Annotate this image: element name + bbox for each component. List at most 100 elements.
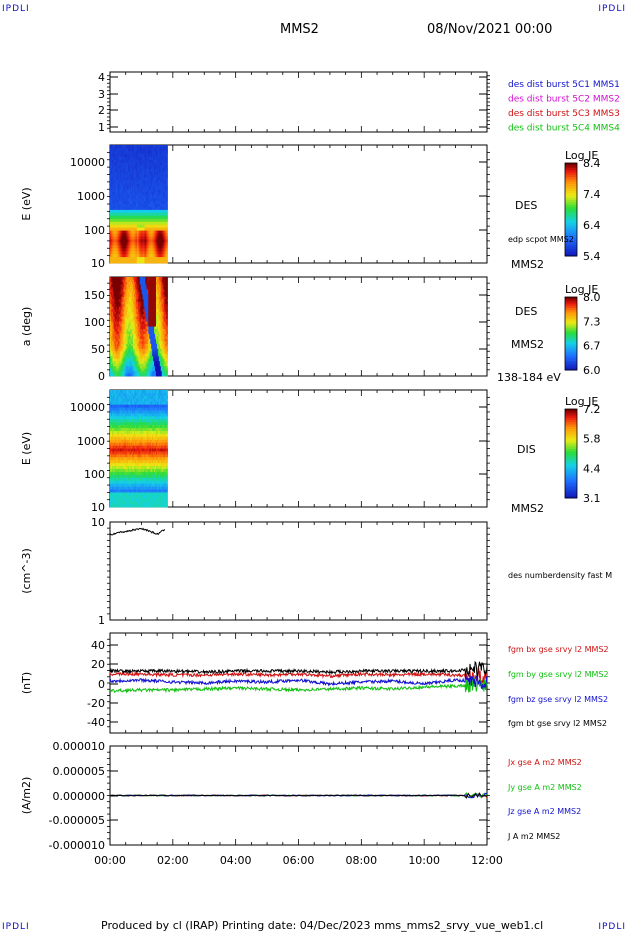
heatmap-cell (141, 195, 143, 199)
heatmap-cell (123, 251, 125, 255)
heatmap-cell (155, 153, 158, 158)
heatmap-cell (150, 348, 152, 352)
heatmap-cell (123, 373, 125, 377)
heatmap-cell (149, 177, 151, 181)
heatmap-cell (160, 224, 163, 228)
heatmap-cell (110, 212, 113, 217)
heatmap-cell (135, 294, 138, 298)
heatmap-cell (155, 358, 157, 362)
heatmap-cell (144, 314, 146, 318)
heatmap-cell (112, 201, 115, 205)
heatmap-cell (138, 224, 141, 228)
heatmap-cell (118, 212, 120, 217)
heatmap-cell (122, 348, 124, 352)
heatmap-cell (166, 162, 168, 167)
heatmap-cell (117, 209, 120, 214)
heatmap-cell (149, 311, 151, 315)
heatmap-cell (154, 145, 156, 149)
heatmap-cell (110, 336, 112, 340)
heatmap-cell (110, 165, 112, 169)
heatmap-cell (149, 206, 151, 211)
heatmap-cell (126, 289, 128, 293)
heatmap-cell (110, 299, 112, 303)
heatmap-cell (112, 165, 115, 169)
heatmap-cell (149, 236, 151, 240)
heatmap-cell (152, 331, 154, 335)
heatmap-cell (150, 227, 152, 231)
heatmap-cell (116, 215, 119, 220)
heatmap-cell (146, 341, 148, 345)
heatmap-cell (152, 201, 154, 205)
heatmap-cell (117, 251, 120, 255)
heatmap-cell (125, 195, 127, 199)
heatmap-cell (124, 363, 126, 367)
heatmap-cell (140, 356, 143, 360)
heatmap-cell (110, 286, 113, 290)
heatmap-cell (112, 281, 115, 285)
heatmap-cell (141, 174, 143, 178)
heatmap-cell (125, 289, 127, 293)
heatmap-cell (129, 145, 131, 149)
heatmap-cell (141, 189, 143, 193)
heatmap-cell (143, 296, 145, 300)
heatmap-cell (141, 165, 143, 169)
heatmap-cell (120, 314, 122, 318)
heatmap-cell (130, 174, 132, 178)
heatmap-cell (110, 279, 113, 283)
heatmap-cell (119, 171, 121, 175)
heatmap-cell (124, 326, 126, 330)
heatmap-cell (130, 373, 132, 377)
heatmap-cell (124, 304, 126, 308)
heatmap-cell (134, 198, 137, 202)
heatmap-cell (110, 180, 112, 184)
heatmap-cell (139, 368, 142, 372)
heatmap-cell (115, 254, 118, 258)
heatmap-cell (111, 277, 114, 280)
y-tick-label-p4: 100 (84, 468, 105, 481)
heatmap-cell (147, 257, 149, 261)
heatmap-cell (110, 319, 112, 322)
heatmap-cell (162, 215, 165, 220)
heatmap-cell (120, 206, 122, 211)
heatmap-cell (118, 251, 120, 255)
heatmap-cell (118, 351, 120, 355)
heatmap-cell (111, 291, 114, 295)
heatmap-cell (126, 198, 128, 202)
heatmap-cell (118, 331, 120, 335)
heatmap-cell (148, 311, 150, 315)
heatmap-cell (155, 324, 157, 327)
heatmap-cell (136, 356, 139, 360)
heatmap-cell (128, 289, 130, 293)
heatmap-cell (117, 321, 120, 325)
heatmap-cell (164, 248, 166, 252)
heatmap-cell (144, 159, 146, 164)
heatmap-cell (132, 294, 134, 298)
heatmap-cell (153, 366, 155, 369)
heatmap-cell (123, 281, 125, 285)
heatmap-cell (110, 248, 112, 252)
heatmap-cell (123, 326, 125, 330)
heatmap-cell (128, 319, 130, 322)
heatmap-cell (131, 356, 133, 360)
heatmap-cell (135, 351, 138, 355)
heatmap-cell (121, 309, 123, 313)
heatmap-cell (155, 186, 157, 190)
heatmap-cell (118, 284, 120, 288)
heatmap-cell (124, 245, 126, 249)
heatmap-cell (110, 299, 113, 303)
heatmap-cell (133, 326, 136, 330)
heatmap-cell (134, 328, 137, 332)
heatmap-cell (135, 336, 138, 340)
heatmap-cell (127, 224, 129, 228)
heatmap-cell (162, 218, 165, 223)
heatmap-cell (125, 260, 127, 264)
heatmap-cell (118, 145, 120, 149)
heatmap-cell (144, 286, 146, 290)
heatmap-cell (124, 281, 126, 285)
heatmap-cell (130, 180, 132, 184)
heatmap-cell (143, 201, 145, 205)
heatmap-cell (110, 236, 112, 240)
heatmap-cell (136, 248, 139, 252)
heatmap-cell (139, 306, 142, 310)
heatmap-cell (124, 311, 126, 315)
